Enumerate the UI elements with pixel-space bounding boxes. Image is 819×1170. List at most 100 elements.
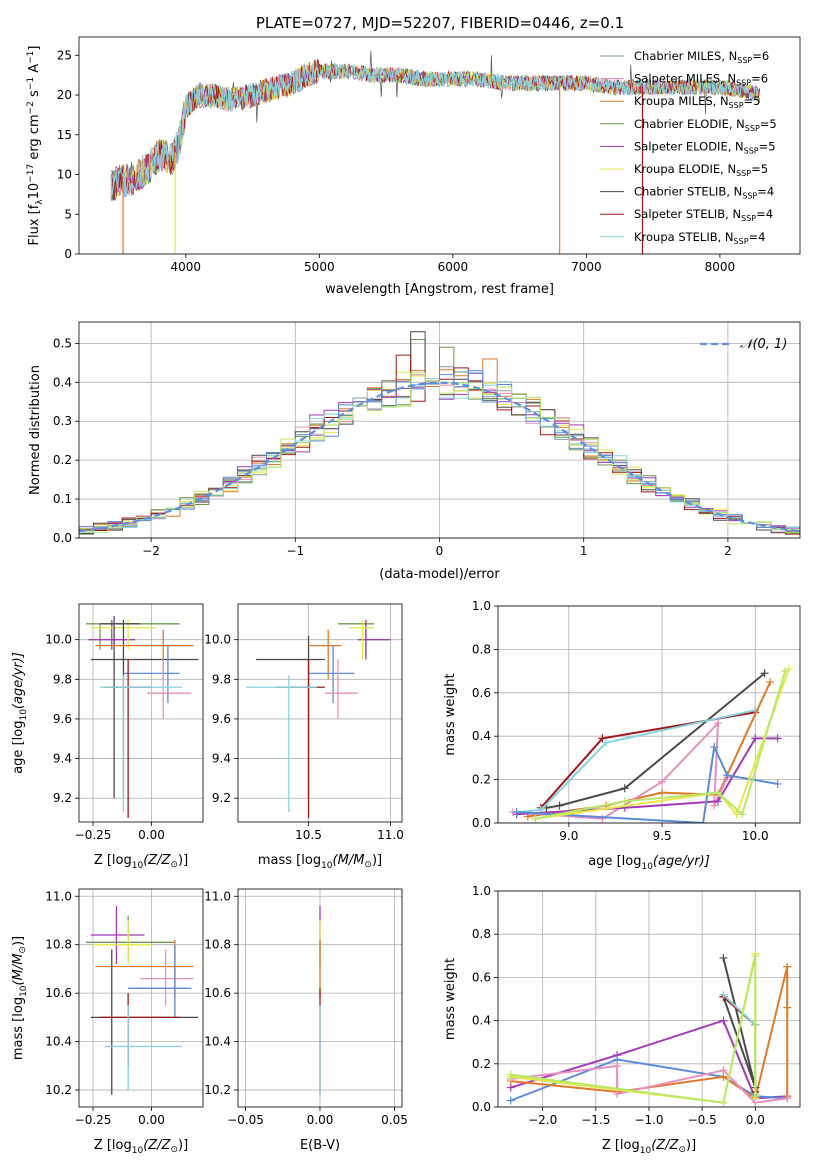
weight-marker xyxy=(719,1016,728,1025)
plot-area-spectrum xyxy=(110,50,761,254)
label-part: (Z/Z xyxy=(143,1138,171,1153)
y-axis-label: mass weight xyxy=(443,958,458,1040)
label-part: −1 xyxy=(26,77,36,90)
y-tick-label: 0.2 xyxy=(53,453,72,467)
y-tick-label: 25 xyxy=(57,48,72,62)
y-tick-label: 9.8 xyxy=(53,672,72,686)
axes-frame xyxy=(78,888,204,1108)
label-part: Salpeter MILES, N xyxy=(634,72,736,86)
x-tick-label: 10.5 xyxy=(295,828,322,842)
label-part: −17 xyxy=(26,164,36,183)
weight-line xyxy=(510,1064,788,1104)
label-part: ⊙ xyxy=(678,1145,686,1155)
label-part: ⊙ xyxy=(170,860,178,870)
label-part: λ xyxy=(35,199,45,205)
weight-marker xyxy=(531,814,540,823)
x-axis-label: E(B-V) xyxy=(300,1138,340,1153)
weight-marker xyxy=(751,1092,760,1101)
y-tick-label: 9.6 xyxy=(53,712,72,726)
y-axis-label: Normed distribution xyxy=(28,365,43,495)
axes-spectrum: 4000 5000 6000 7000 8000 0 5 10 15 20 25 wavelength… xyxy=(26,36,801,297)
y-tick-label: 0.8 xyxy=(472,642,491,656)
label-part: )] xyxy=(178,1138,188,1153)
label-part: ⊙ xyxy=(170,1145,178,1155)
y-axis-label: mass weight xyxy=(443,673,458,755)
x-tick-label: 11.0 xyxy=(377,828,404,842)
weight-marker xyxy=(713,788,722,797)
weight-marker xyxy=(719,990,728,999)
label-part: ⊙ xyxy=(364,860,372,870)
y-tick-label: 10 xyxy=(57,168,72,182)
y-tick-label: 10.6 xyxy=(204,986,231,1000)
y-tick-label: 10.0 xyxy=(45,633,72,647)
axes-frame xyxy=(78,603,204,823)
y-tick-label: 15 xyxy=(57,128,72,142)
legend-entry: Chabrier MILES, NSSP=6 xyxy=(634,49,769,65)
label-part: 10 xyxy=(132,1146,144,1156)
weight-marker xyxy=(781,667,790,676)
axes-frame xyxy=(497,890,801,1108)
weight-marker xyxy=(773,734,782,743)
x-tick-label: 10.0 xyxy=(742,829,769,843)
weight-marker xyxy=(602,738,611,747)
label-part: ] xyxy=(27,46,42,51)
y-tick-label: 0.0 xyxy=(472,1100,491,1114)
weight-marker xyxy=(783,962,792,971)
y-tick-label: 5 xyxy=(64,207,72,221)
histogram-step xyxy=(79,372,800,533)
x-tick-label: −2.0 xyxy=(528,1113,557,1127)
y-tick-label: 9.6 xyxy=(212,712,231,726)
weight-marker xyxy=(512,808,521,817)
weight-marker xyxy=(506,1096,515,1105)
label-part: 10 xyxy=(640,1146,652,1156)
y-tick-label: 10.6 xyxy=(45,986,72,1000)
label-part: =5 xyxy=(759,139,776,153)
y-axis-label: Flux [fλ10−17 erg cm−2 s−1 A−1] xyxy=(26,46,45,246)
label-part: Chabrier ELODIE, N xyxy=(634,117,745,131)
x-tick-label: 2 xyxy=(724,544,732,558)
weight-marker xyxy=(766,677,775,686)
x-tick-label: 6000 xyxy=(438,260,469,274)
label-part: SSP xyxy=(734,237,749,246)
axes-frame xyxy=(237,603,403,823)
weight-marker xyxy=(713,797,722,806)
weight-marker xyxy=(710,801,719,810)
axes-frame xyxy=(497,605,801,824)
label-part: =5 xyxy=(760,117,777,131)
weight-marker xyxy=(620,797,629,806)
label-part: =5 xyxy=(751,162,768,176)
y-tick-label: 10.4 xyxy=(45,1035,72,1049)
label-part: Kroupa ELODIE, N xyxy=(634,162,736,176)
x-axis-label: wavelength [Angstrom, rest frame] xyxy=(325,282,554,297)
y-tick-label: 0.4 xyxy=(472,1014,491,1028)
label-part: mass weight xyxy=(443,673,458,755)
label-part: Chabrier MILES, N xyxy=(634,49,737,63)
x-tick-label: 9.5 xyxy=(653,829,672,843)
weight-marker xyxy=(713,719,722,728)
legend-entry: Salpeter STELIB, NSSP=4 xyxy=(634,207,773,223)
x-axis-label: age [log10(age/yr)] xyxy=(588,854,710,872)
weight-line xyxy=(546,672,766,809)
weight-marker xyxy=(719,953,728,962)
label-part: Kroupa MILES, N xyxy=(634,94,729,108)
y-tick-label: 0.1 xyxy=(53,492,72,506)
y-tick-label: 10.2 xyxy=(204,1083,231,1097)
legend-entry: Salpeter MILES, NSSP=6 xyxy=(634,72,768,88)
y-tick-label: 0.4 xyxy=(53,375,72,389)
label-part: age [log xyxy=(11,721,26,774)
axes-frame xyxy=(78,321,801,539)
legend-entry: Chabrier ELODIE, NSSP=5 xyxy=(634,117,777,133)
y-tick-label: 9.4 xyxy=(53,752,72,766)
label-part: Chabrier STELIB, N xyxy=(634,185,742,199)
weight-marker xyxy=(783,1003,792,1012)
x-tick-label: 1 xyxy=(580,544,588,558)
label-part: (age/yr)] xyxy=(653,854,710,869)
x-tick-label: 0.00 xyxy=(307,1113,334,1127)
weight-marker xyxy=(760,669,769,678)
weight-line xyxy=(510,955,757,1104)
x-tick-label: −0.05 xyxy=(227,1113,264,1127)
x-tick-label: 0.00 xyxy=(138,828,165,842)
label-part: =4 xyxy=(749,230,766,244)
label-part: (Z/Z xyxy=(143,853,171,868)
